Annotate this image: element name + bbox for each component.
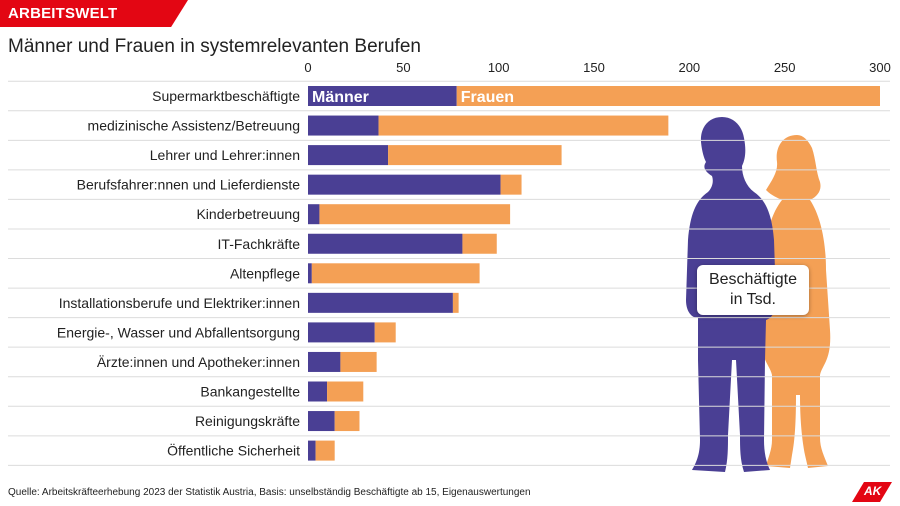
bar-maenner	[308, 292, 453, 313]
bar-maenner	[308, 145, 389, 166]
bar-maenner	[308, 322, 375, 343]
bar-maenner	[308, 115, 379, 136]
bar-maenner	[308, 204, 320, 225]
bar-maenner	[308, 381, 328, 402]
legend-label-frauen: Frauen	[461, 89, 514, 106]
source-note: Quelle: Arbeitskräfteerhebung 2023 der S…	[8, 487, 531, 498]
bar-frauen	[327, 381, 364, 402]
bar-frauen	[319, 204, 511, 225]
section-tag: ARBEITSWELT	[0, 0, 188, 27]
category-label: Öffentliche Sicherheit	[167, 442, 300, 459]
bar-frauen	[452, 292, 459, 313]
x-tick-label: 100	[488, 60, 510, 75]
callout-line-1: Beschäftigte	[708, 271, 798, 288]
chart: 0 50 100 150 200 250 300 Supermarktbeschäftigt…	[8, 60, 891, 472]
category-label: Kinderbetreuung	[196, 206, 300, 222]
x-tick-label: 0	[304, 60, 311, 75]
bar-maenner	[308, 440, 316, 461]
category-label: Bankangestellte	[200, 384, 300, 400]
bar-frauen	[462, 233, 497, 254]
bar-maenner	[308, 174, 501, 195]
bar-maenner	[308, 411, 335, 432]
bar-frauen	[500, 174, 522, 195]
bar-maenner	[308, 351, 341, 372]
category-label: Energie-, Wasser und Abfallentsorgung	[57, 324, 300, 340]
bar-maenner	[308, 233, 463, 254]
bar-frauen	[378, 115, 669, 136]
category-label: Installationsberufe und Elektriker:innen	[59, 295, 300, 311]
category-label: medizinische Assistenz/Betreuung	[88, 118, 300, 134]
ak-logo-icon	[852, 482, 892, 502]
bar-maenner	[308, 263, 312, 284]
bar-frauen	[374, 322, 396, 343]
x-tick-label: 300	[869, 60, 891, 75]
category-label: Ärzte:innen und Apotheker:innen	[97, 354, 300, 370]
bar-maenner	[308, 86, 457, 106]
chart-title: Männer und Frauen in systemrelevanten Be…	[8, 36, 421, 57]
callout-line-2: in Tsd.	[730, 291, 776, 308]
bar-frauen	[340, 351, 377, 372]
legend-label-maenner: Männer	[312, 89, 369, 106]
x-tick-label: 150	[583, 60, 605, 75]
bar-frauen	[315, 440, 335, 461]
ak-logo-text: AK	[864, 484, 882, 498]
category-label: Supermarktbeschäftigte	[152, 88, 300, 104]
x-tick-label: 200	[678, 60, 700, 75]
category-label: Reinigungskräfte	[195, 413, 300, 429]
x-tick-label: 250	[774, 60, 796, 75]
category-label: Altenpflege	[230, 265, 300, 281]
unit-callout: Beschäftigte in Tsd.	[697, 265, 809, 315]
category-label: Berufsfahrer:nnen und Lieferdienste	[77, 177, 301, 193]
bar-frauen	[311, 263, 480, 284]
bar-frauen	[456, 86, 880, 106]
category-label: IT-Fachkräfte	[218, 236, 301, 252]
category-label: Lehrer und Lehrer:innen	[150, 147, 300, 163]
x-tick-label: 50	[396, 60, 410, 75]
bar-frauen	[334, 411, 360, 432]
bar-frauen	[388, 145, 562, 166]
